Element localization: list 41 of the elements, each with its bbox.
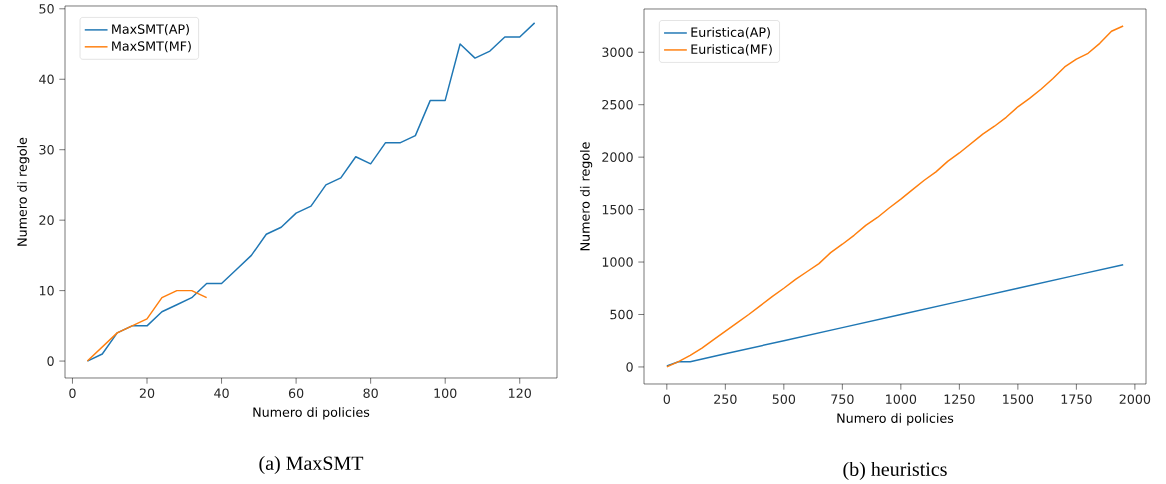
legend-label: Euristica(MF): [691, 44, 772, 56]
y-tick-label: 1500: [602, 204, 633, 215]
x-axis-title: Numero di policies: [837, 413, 954, 426]
y-tick-label: 2000: [602, 152, 633, 162]
y-tick-label: 0: [47, 356, 54, 366]
x-tick-label: 500: [772, 394, 796, 404]
x-tick-label: 1750: [1061, 394, 1092, 404]
x-tick-label: 120: [509, 388, 531, 398]
text: (a) MaxSMT: [259, 455, 364, 475]
y-tick-label: 40: [39, 74, 54, 85]
y-tick-label: 10: [39, 285, 54, 296]
y-tick-label: 0: [626, 362, 633, 372]
y-axis-title: Numero di regole: [579, 142, 593, 251]
x-tick-label: 40: [214, 388, 229, 398]
x-tick-label: 80: [363, 388, 378, 398]
legend-label: MaxSMT(MF): [112, 41, 191, 53]
x-tick-label: 1500: [1003, 394, 1034, 404]
y-tick-label: 50: [39, 4, 54, 14]
line-series: [666, 263, 1124, 367]
x-tick-label: 100: [434, 388, 457, 398]
y-tick-label: 30: [39, 144, 54, 155]
y-tick-label: 500: [610, 309, 633, 320]
legend-label: Euristica(AP): [691, 27, 770, 39]
x-tick-label: 20: [139, 388, 155, 398]
text: (b) heuristics: [843, 461, 947, 481]
y-axis-title: Numero di regole: [17, 137, 30, 246]
y-tick-label: 1000: [602, 257, 633, 267]
x-tick-label: 60: [288, 388, 304, 398]
legend-label: MaxSMT(AP): [112, 24, 189, 36]
line-series: [86, 22, 536, 362]
x-tick-label: 0: [663, 394, 671, 404]
x-tick-label: 750: [831, 394, 854, 404]
x-tick-label: 1000: [886, 394, 917, 404]
x-axis-title: Numero di policies: [253, 407, 370, 420]
x-tick-label: 0: [69, 388, 76, 398]
y-tick-label: 2500: [602, 99, 633, 110]
y-tick-label: 20: [39, 215, 54, 225]
x-tick-label: 1250: [944, 394, 975, 404]
x-tick-label: 2000: [1119, 394, 1151, 404]
y-tick-label: 3000: [602, 47, 633, 58]
x-tick-label: 250: [714, 394, 737, 404]
